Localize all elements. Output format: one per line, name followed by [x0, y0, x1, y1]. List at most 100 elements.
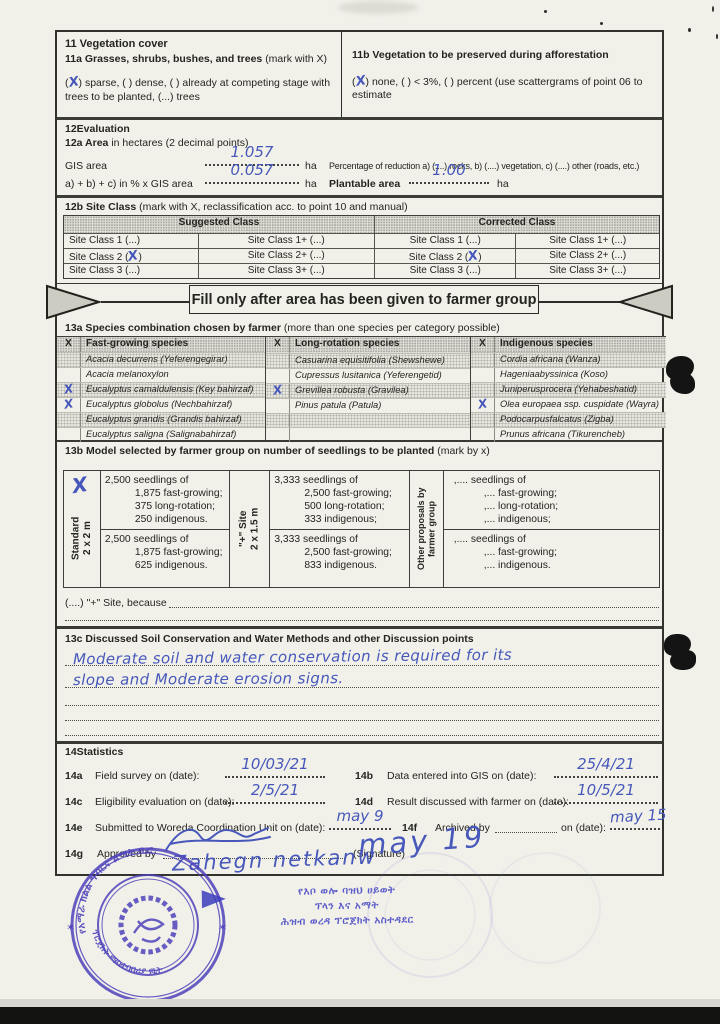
x-column-header: X: [57, 337, 81, 352]
paren-close: ): [138, 252, 142, 263]
ha-unit: ha: [497, 178, 509, 190]
cell: Site Class 2+ (...): [515, 249, 659, 263]
ha-unit: ha: [305, 160, 317, 172]
model-line: 1,875 fast-growing;: [134, 547, 223, 558]
model-line: 2,500 seedlings of: [104, 534, 189, 545]
label-13a-note: (more than one species per category poss…: [280, 322, 500, 334]
cell: Site Class 2+ (...): [197, 249, 374, 263]
writing-line: [65, 720, 659, 721]
sum-value: 0.057: [230, 161, 274, 179]
header-suggested-class: Suggested Class: [64, 216, 374, 233]
banner-text: Fill only after area has been given to f…: [191, 291, 537, 308]
stamp-triangle-icon: [201, 889, 227, 909]
species-mark: X: [476, 396, 489, 412]
species-name: Cordia africana (Wanza): [500, 354, 601, 364]
species-row: X Olea europaea ssp. cuspidate (Wayra): [471, 396, 666, 412]
model-cell: 3,333 seedlings of 2,500 fast-growing; 5…: [270, 471, 409, 529]
species-name: Acacia decurrens (Yeferengegirar): [86, 354, 228, 364]
species-table: X Fast-growing species Acacia decurrens (…: [57, 336, 666, 443]
paren: (: [352, 75, 356, 88]
species-mark: X: [62, 381, 75, 397]
because-dotted-line: [169, 607, 659, 608]
field-14c-no: 14c: [65, 796, 83, 808]
group-header: Long-rotation species: [295, 338, 400, 349]
cell: Site Class 3 (...): [373, 264, 516, 278]
svg-text:ፕሮጀክት ማስተባበሪያ ዩኒት: ፕሮጀክት ማስተባበሪያ ዩኒት: [89, 928, 164, 977]
model-line: 1,875 fast-growing;: [134, 488, 223, 499]
field-14e-value: may 9: [336, 807, 384, 825]
species-name: Eucalyptus globolus (Nechbahirzaf): [86, 399, 233, 409]
approved-by-dotted: [163, 858, 345, 859]
species-row: Juniperusprocera (Yehabeshatid): [471, 382, 666, 397]
label-12b-note: (mark with X, reclassification acc. to p…: [136, 201, 408, 213]
because-dotted-line-2: [65, 620, 659, 621]
label-13c: 13c Discussed Soil Conservation and Wate…: [65, 633, 474, 645]
field-14b: 25/4/21: [554, 755, 658, 778]
cell: Site Class 1+ (...): [515, 234, 659, 248]
model-line: 2,500 fast-growing;: [304, 547, 392, 558]
cell-marked: Site Class 2 (X): [373, 249, 516, 263]
species-row: Hageniaabyssinica (Koso): [471, 367, 666, 382]
species-name: Casuarina equisitifolia (Shewshewe): [295, 354, 445, 365]
label-line: "+" Site: [238, 510, 250, 548]
species-name: Hageniaabyssinica (Koso): [500, 369, 609, 379]
afforestation-form: 11 Vegetation cover 11a Grasses, shrubs,…: [46, 30, 673, 876]
scan-bottom-edge: [0, 1007, 720, 1024]
field-14f-no: 14f: [402, 822, 418, 834]
field-14a: 10/03/21: [225, 755, 325, 778]
field-14c: 2/5/21: [225, 781, 325, 804]
model-line: 500 long-rotation;: [304, 501, 385, 512]
field-14b-value: 25/4/21: [577, 755, 635, 773]
section-12-title: 12Evaluation: [65, 123, 130, 135]
model-line: ,... indigenous.: [483, 560, 551, 571]
signature-caption: (Signature): [353, 848, 405, 860]
model-line: 250 indigenous.: [134, 514, 208, 525]
standard-content-column: 2,500 seedlings of 1,875 fast-growing; 3…: [99, 471, 230, 587]
scan-speck: [600, 22, 603, 25]
label-12a: 12a Area: [65, 137, 109, 149]
species-mark: X: [271, 381, 284, 398]
group-header: Fast-growing species: [86, 338, 189, 349]
field-14c-label: Eligibility evaluation on (date):: [95, 796, 235, 808]
approval-signature-scrawl: [165, 827, 271, 851]
field-14f-label2: on (date):: [561, 822, 606, 834]
cell: Site Class 3+ (...): [515, 264, 659, 278]
section-12-evaluation: 12Evaluation 12a Area in hectares (2 dec…: [57, 120, 662, 198]
ha-unit: ha: [305, 178, 317, 190]
stamp-rim-text-top: የአማራ ክልል ግብርና ልማት ቢሮ: [76, 845, 154, 935]
label-line: Other proposals by: [415, 487, 426, 571]
plantable-area-field: 1.00: [409, 161, 489, 184]
pencil-smudge: [338, 1, 418, 14]
field-14a-label: Field survey on (date):: [95, 770, 200, 782]
ink-blob: [670, 372, 695, 394]
species-row-empty: [266, 412, 470, 428]
sum-field: 0.057: [205, 161, 299, 184]
archived-by-dotted: [495, 832, 557, 833]
species-name: Olea europaea ssp. cuspidate (Wayra): [500, 399, 659, 409]
site-class-row-2: Site Class 2 (X) Site Class 2+ (...) Sit…: [64, 248, 659, 263]
cell: Site Class 1 (...): [373, 234, 516, 248]
species-name: Prunus africana (Tikurencheb): [500, 429, 625, 439]
species-name: Eucalyptus saligna (Salignabahirzaf): [86, 429, 237, 439]
species-row: Prunus africana (Tikurencheb): [471, 427, 666, 442]
plus-site-content-column: 3,333 seedlings of 2,500 fast-growing; 5…: [269, 471, 409, 587]
species-row: X Eucalyptus camaldulensis (Key bahirzaf): [57, 381, 265, 397]
species-row: Podocarpusfalcatus (Zigba): [471, 412, 666, 427]
section-11-vegetation-cover: 11 Vegetation cover 11a Grasses, shrubs,…: [57, 32, 662, 120]
faint-ghost-stamp: [367, 852, 601, 978]
label-11b: 11b Vegetation to be preserved during af…: [352, 49, 609, 61]
stamp-star-right: ✶: [218, 921, 227, 934]
section-13b-model: 13b Model selected by farmer group on nu…: [57, 442, 662, 629]
label-11a-note: (mark with X): [265, 53, 328, 66]
label-line: farmer group: [426, 501, 437, 558]
standard-label: Standard 2 x 2 m: [64, 489, 100, 587]
fast-growing-group: X Fast-growing species Acacia decurrens (…: [57, 337, 265, 442]
discussion-handwriting-2: slope and Moderate erosion signs.: [72, 669, 344, 689]
field-14e-label: Submitted to Woreda Coordination Unit on…: [95, 822, 326, 834]
field-14e-no: 14e: [65, 822, 83, 834]
section-13c-discussion: 13c Discussed Soil Conservation and Wate…: [57, 629, 662, 744]
species-name: Acacia melanoxylon: [86, 369, 169, 379]
species-row: Eucalyptus saligna (Salignabahirzaf): [57, 427, 265, 442]
model-cell: 3,333 seedlings of 2,500 fast-growing; 8…: [270, 529, 409, 586]
group-header: Indigenous species: [500, 338, 593, 349]
